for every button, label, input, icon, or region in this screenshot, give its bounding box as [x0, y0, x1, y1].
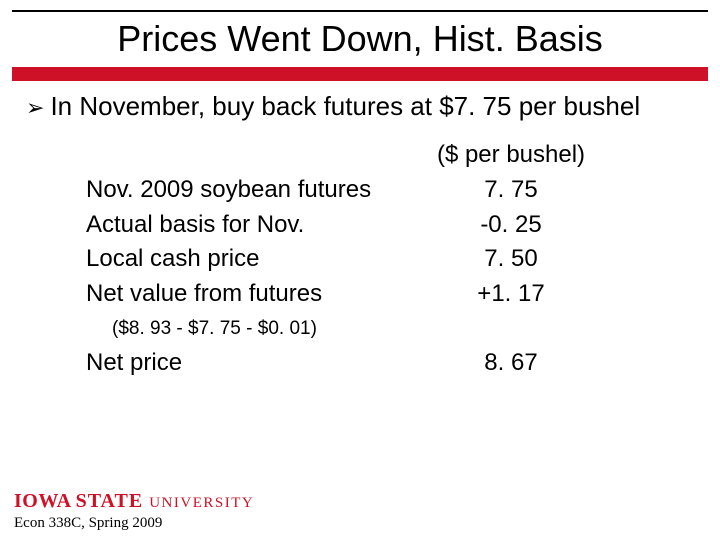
row-value: -0. 25 — [416, 208, 606, 243]
logo-iowa: IOWA — [14, 490, 72, 513]
row-value: +1. 17 — [416, 277, 606, 312]
price-table: ($ per bushel) Nov. 2009 soybean futures… — [86, 138, 646, 381]
row-label: Actual basis for Nov. — [86, 208, 416, 243]
slide-footer: IOWA STATE UNIVERSITY Econ 338C, Spring … — [14, 490, 254, 532]
table-row: Nov. 2009 soybean futures 7. 75 — [86, 173, 646, 208]
bullet-text: In November, buy back futures at $7. 75 … — [50, 90, 694, 123]
table-row: Actual basis for Nov. -0. 25 — [86, 208, 646, 243]
row-label: Local cash price — [86, 242, 416, 277]
slide-title: Prices Went Down, Hist. Basis — [0, 18, 720, 60]
bullet-arrow-icon: ➢ — [26, 91, 44, 124]
logo-state: STATE — [76, 490, 144, 513]
net-price-value: 8. 67 — [416, 346, 606, 381]
table-header-row: ($ per bushel) — [86, 138, 646, 173]
row-value: 7. 75 — [416, 173, 606, 208]
row-label: Net value from futures — [86, 277, 416, 312]
row-value: 7. 50 — [416, 242, 606, 277]
table-row: Local cash price 7. 50 — [86, 242, 646, 277]
row-label: Nov. 2009 soybean futures — [86, 173, 416, 208]
net-price-label: Net price — [86, 346, 416, 381]
red-accent-bar — [12, 67, 708, 81]
calculation-note: ($8. 93 - $7. 75 - $0. 01) — [112, 318, 646, 340]
university-logo: IOWA STATE UNIVERSITY — [14, 490, 254, 513]
slide-body: ➢ In November, buy back futures at $7. 7… — [26, 90, 694, 381]
net-price-row: Net price 8. 67 — [86, 346, 646, 381]
table-row: Net value from futures +1. 17 — [86, 277, 646, 312]
logo-university: UNIVERSITY — [149, 495, 254, 512]
bullet-item: ➢ In November, buy back futures at $7. 7… — [26, 90, 694, 124]
course-label: Econ 338C, Spring 2009 — [14, 515, 254, 532]
top-rule — [12, 10, 708, 12]
table-header: ($ per bushel) — [416, 138, 606, 173]
